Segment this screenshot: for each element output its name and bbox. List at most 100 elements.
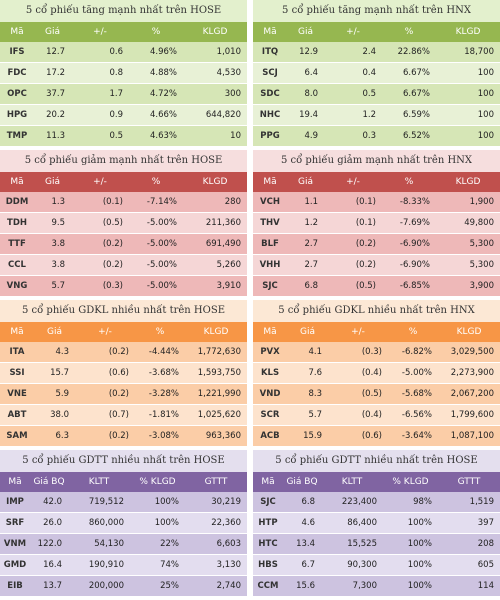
table-row: THV 1.2 (0.1) -7.69% 49,800 bbox=[253, 213, 500, 234]
value-cell: -6.82% bbox=[401, 347, 432, 357]
value-cell: 100% bbox=[407, 539, 432, 549]
value-cell: 37.7 bbox=[46, 89, 65, 99]
value-cell: (0.2) bbox=[102, 260, 123, 270]
column-header: Mã bbox=[263, 27, 277, 37]
value-cell: 6,603 bbox=[216, 539, 241, 549]
ticker-cell: HTC bbox=[258, 539, 278, 549]
value-cell: -5.68% bbox=[401, 389, 432, 399]
value-cell: 13.7 bbox=[43, 581, 62, 591]
value-cell: 605 bbox=[477, 560, 494, 570]
table-row: TDH 9.5 (0.5) -5.00% 211,360 bbox=[0, 213, 247, 234]
column-header: Mã bbox=[10, 327, 24, 337]
value-cell: 7.6 bbox=[308, 368, 322, 378]
value-cell: 100% bbox=[154, 497, 179, 507]
column-header: Giá bbox=[45, 177, 60, 187]
table-body: ITA 4.3 (0.2) -4.44% 1,772,630 SSI 15.7 (0.6) -3… bbox=[0, 342, 247, 447]
value-cell: 3,130 bbox=[216, 560, 241, 570]
value-cell: 223,400 bbox=[341, 497, 377, 507]
value-cell: -5.00% bbox=[146, 281, 177, 291]
value-cell: (0.2) bbox=[108, 431, 129, 441]
value-cell: 18,700 bbox=[464, 47, 494, 57]
value-cell: 100% bbox=[407, 560, 432, 570]
column-header: GTTT bbox=[457, 477, 481, 487]
table-header: Mã Giá +/-% KLGD bbox=[0, 22, 247, 42]
value-cell: 4.3 bbox=[55, 347, 69, 357]
value-cell: 5.9 bbox=[55, 389, 69, 399]
value-cell: 22.86% bbox=[397, 47, 430, 57]
value-cell: 25% bbox=[160, 581, 179, 591]
value-cell: 114 bbox=[477, 581, 494, 591]
column-header: GTTT bbox=[204, 477, 228, 487]
ticker-cell: FDC bbox=[7, 68, 27, 78]
ticker-cell: CCM bbox=[257, 581, 279, 591]
value-cell: 0.4 bbox=[362, 68, 376, 78]
table-body: IMP 42.0 719,512 100% 30,219 SRF 26.0 860,000 10… bbox=[0, 492, 247, 597]
column-header: % KLGD bbox=[392, 477, 429, 487]
table-row: KLS 7.6 (0.4) -5.00% 2,273,900 bbox=[253, 363, 500, 384]
table-title: 5 cổ phiếu GDTT nhiều nhất trên HOSE bbox=[253, 450, 500, 472]
value-cell: 86,400 bbox=[347, 518, 377, 528]
value-cell: 26.0 bbox=[43, 518, 62, 528]
ticker-cell: VNE bbox=[7, 389, 27, 399]
value-cell: 1.2 bbox=[362, 110, 376, 120]
value-cell: 3.8 bbox=[51, 239, 65, 249]
table-title: 5 cổ phiếu GDTT nhiều nhất trên HOSE bbox=[0, 450, 247, 472]
table-header: Mã Giá +/-% KLGD bbox=[253, 322, 500, 342]
value-cell: (0.5) bbox=[102, 218, 123, 228]
value-cell: 19.4 bbox=[299, 110, 318, 120]
value-cell: -7.14% bbox=[146, 197, 177, 207]
table-panel: 5 cổ phiếu tăng mạnh nhất trên HOSE Mã Giá… bbox=[0, 0, 247, 149]
value-cell: 5.7 bbox=[308, 410, 322, 420]
ticker-cell: ITA bbox=[9, 347, 25, 357]
value-cell: 1,221,990 bbox=[197, 389, 241, 399]
table-header: Mã Giá +/-% KLGD bbox=[253, 172, 500, 192]
column-header: KLGD bbox=[202, 177, 228, 187]
value-cell: 49,800 bbox=[464, 218, 494, 228]
value-cell: 3.8 bbox=[51, 260, 65, 270]
value-cell: (0.2) bbox=[355, 260, 376, 270]
column-header: Giá bbox=[45, 27, 60, 37]
value-cell: 1.3 bbox=[51, 197, 65, 207]
value-cell: 16.4 bbox=[43, 560, 62, 570]
value-cell: -3.68% bbox=[148, 368, 179, 378]
table-body: VCH 1.1 (0.1) -8.33% 1,900 THV 1.2 (0.1) -7.69% 4… bbox=[253, 192, 500, 297]
value-cell: 54,130 bbox=[94, 539, 124, 549]
ticker-cell: EIB bbox=[7, 581, 23, 591]
table-row: IFS 12.7 0.6 4.96% 1,010 bbox=[0, 42, 247, 63]
column-header: KLGD bbox=[202, 27, 228, 37]
table-row: EIB 13.7 200,000 25% 2,740 bbox=[0, 576, 247, 597]
table-row: SRF 26.0 860,000 100% 22,360 bbox=[0, 513, 247, 534]
ticker-cell: SCJ bbox=[262, 68, 278, 78]
ticker-cell: SSI bbox=[9, 368, 25, 378]
column-header: Giá bbox=[47, 327, 62, 337]
ticker-cell: CCL bbox=[8, 260, 26, 270]
value-cell: (0.3) bbox=[361, 347, 382, 357]
value-cell: 3,900 bbox=[469, 281, 494, 291]
table-row: BLF 2.7 (0.2) -6.90% 5,300 bbox=[253, 234, 500, 255]
ticker-cell: SRF bbox=[5, 518, 25, 528]
value-cell: 190,910 bbox=[88, 560, 124, 570]
value-cell: 0.3 bbox=[362, 131, 376, 141]
value-cell: 1,025,620 bbox=[197, 410, 241, 420]
ticker-cell: OPC bbox=[7, 89, 27, 99]
value-cell: 300 bbox=[224, 89, 241, 99]
value-cell: (0.2) bbox=[102, 239, 123, 249]
table-row: PPG 4.9 0.3 6.52% 100 bbox=[253, 126, 500, 147]
column-header: +/- bbox=[351, 327, 365, 337]
table-row: CCM 15.6 7,300 100% 114 bbox=[253, 576, 500, 597]
ticker-cell: TTF bbox=[8, 239, 26, 249]
value-cell: 7,300 bbox=[352, 581, 377, 591]
ticker-cell: SJC bbox=[260, 497, 276, 507]
value-cell: 4.88% bbox=[149, 68, 177, 78]
column-header: Giá bbox=[298, 27, 313, 37]
column-header: Mã bbox=[10, 27, 24, 37]
column-header: % bbox=[151, 177, 161, 187]
value-cell: 5,260 bbox=[216, 260, 241, 270]
column-header: Giá bbox=[298, 177, 313, 187]
value-cell: 98% bbox=[413, 497, 432, 507]
column-header: Mã bbox=[8, 477, 22, 487]
value-cell: 644,820 bbox=[205, 110, 241, 120]
value-cell: (0.2) bbox=[108, 347, 129, 357]
table-row: CCL 3.8 (0.2) -5.00% 5,260 bbox=[0, 255, 247, 276]
ticker-cell: SDC bbox=[260, 89, 280, 99]
